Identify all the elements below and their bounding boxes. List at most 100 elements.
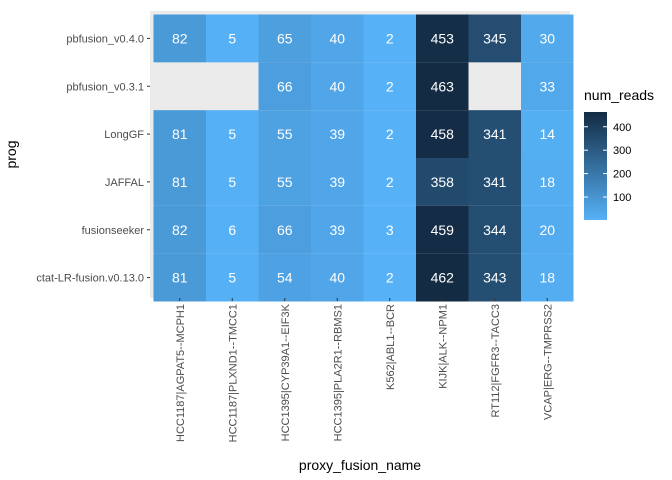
cell-value-label: 5 [228,270,236,286]
cell-value-label: 81 [172,270,188,286]
heatmap-cell [206,14,259,63]
heatmap-cell [153,110,206,158]
cell-value-label: 18 [539,174,555,190]
legend-tick-label: 400 [613,122,631,134]
y-tick-label: fusionseeker [82,225,145,237]
heatmap-cell [363,110,416,158]
cell-value-label: 5 [228,126,236,142]
heatmap-cell [311,253,364,302]
y-axis-title: prog [3,140,19,168]
cell-value-label: 40 [329,270,345,286]
heatmap-cell [153,205,206,254]
y-axis-ticks: pbfusion_v0.4.0 pbfusion_v0.3.1 LongGF JAFF… [36,33,150,285]
cell-value-label: 18 [539,270,555,286]
heatmap-cell [258,110,311,158]
heatmap-cell [153,14,206,63]
heatmap-cell [521,158,574,206]
heatmap-cell [258,205,311,254]
cell-value-label: 345 [483,30,507,46]
cell-value-label: 344 [483,222,507,238]
cell-value-label: 30 [539,30,555,46]
legend-tick-label: 200 [613,169,631,181]
heatmap-cell [206,205,259,254]
cell-value-label: 82 [172,222,188,238]
heatmap-cell [521,14,574,63]
cell-value-label: 462 [431,270,455,286]
y-tick-label: LongGF [104,129,144,141]
x-tick-label: RT112|FGFR3--TACC3 [490,304,502,418]
cell-value-label: 6 [228,222,236,238]
heatmap-cell [311,205,364,254]
heatmap-cell [416,14,469,63]
legend-tick-label: 100 [613,192,631,204]
cell-value-label: 81 [172,126,188,142]
cell-value-label: 65 [277,30,293,46]
heatmap-cell [521,205,574,254]
legend: num_reads 100 200 300 400 [584,87,654,220]
cell-value-label: 20 [539,222,555,238]
heatmap-cell [258,14,311,63]
x-axis-title: proxy_fusion_name [299,457,421,473]
cell-value-label: 66 [277,78,293,94]
cell-value-label: 14 [539,126,555,142]
heatmap-cell [363,158,416,206]
cell-value-label: 358 [431,174,455,190]
y-tick-label: pbfusion_v0.4.0 [66,33,144,45]
cell-value-label: 2 [386,270,394,286]
heatmap-cell [311,14,364,63]
heatmap-cell [468,205,521,254]
x-tick-label: VCAP|ERG--TMPRSS2 [542,304,554,420]
cell-value-label: 39 [329,222,345,238]
x-tick-label: HCC1187|AGPAT5--MCPH1 [175,304,187,442]
heatmap-cell [258,62,311,111]
cell-value-label: 5 [228,30,236,46]
heatmap-cell [363,253,416,302]
legend-title: num_reads [584,87,654,103]
cell-value-label: 81 [172,174,188,190]
legend-colorbar [584,112,607,220]
heatmap-cell [521,110,574,158]
cell-value-label: 55 [277,174,293,190]
heatmap-cell [206,110,259,158]
cell-value-label: 39 [329,174,345,190]
cell-value-label: 40 [329,78,345,94]
heatmap-cell [311,62,364,111]
y-tick-label: ctat-LR-fusion.v0.13.0 [36,273,144,285]
heatmap-cell [416,205,469,254]
heatmap-cell [468,158,521,206]
x-tick-label: HCC1187|PLXND1--TMCC1 [227,304,239,442]
cell-value-label: 343 [483,270,507,286]
legend-tick-label: 300 [613,145,631,157]
cell-value-label: 5 [228,174,236,190]
heatmap-cell [258,158,311,206]
cell-value-label: 2 [386,174,394,190]
cell-value-label: 3 [386,222,394,238]
heatmap-cell [363,205,416,254]
cell-value-label: 66 [277,222,293,238]
heatmap-cell [468,110,521,158]
heatmap-cell [363,62,416,111]
y-tick-label: pbfusion_v0.3.1 [66,81,144,93]
x-tick-label: KIJK|ALK--NPM1 [437,304,449,389]
cell-value-label: 33 [539,78,555,94]
heatmap-cell [416,62,469,111]
cell-value-label: 458 [431,126,455,142]
x-tick-label: HCC1395|PLA2R1--RBMS1 [332,304,344,441]
heatmap-cell [153,158,206,206]
heatmap-cell [416,253,469,302]
cell-value-label: 82 [172,30,188,46]
heatmap-cell [416,158,469,206]
heatmap-cell [311,158,364,206]
cell-value-label: 2 [386,30,394,46]
cell-value-label: 459 [431,222,455,238]
heatmap-cell [153,253,206,302]
x-tick-label: HCC1395|CYP39A1--EIF3K [280,303,292,441]
heatmap-cell [521,62,574,111]
cell-value-label: 341 [483,126,507,142]
cell-value-label: 341 [483,174,507,190]
heatmap-cell [206,253,259,302]
cell-value-label: 2 [386,78,394,94]
cell-value-label: 463 [431,78,455,94]
legend-ticks: 100 200 300 400 [584,122,631,204]
